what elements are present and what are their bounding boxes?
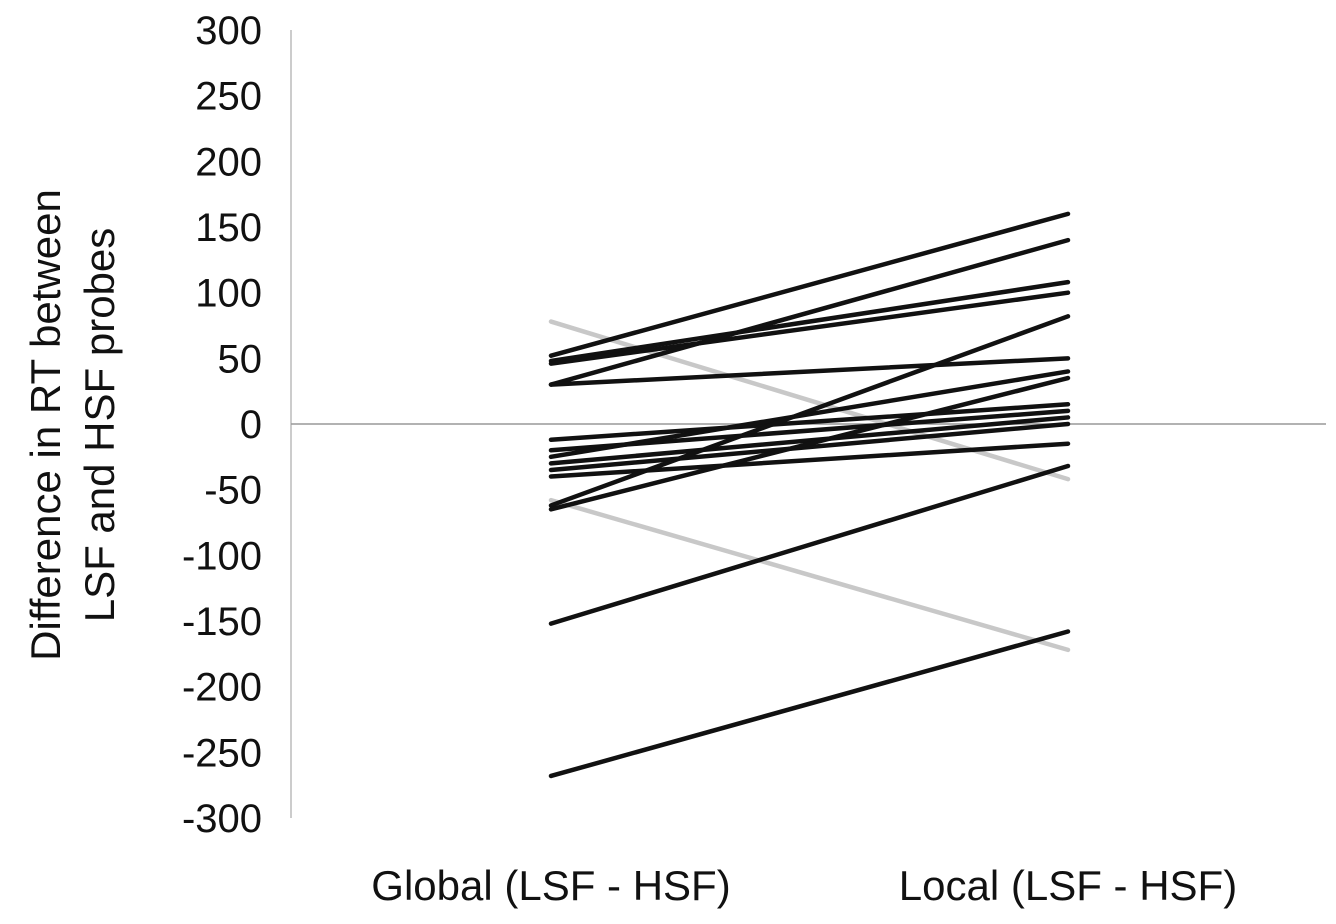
y-tick-label: -300	[182, 797, 262, 841]
series-line	[548, 463, 1071, 626]
x-axis-categories: Global (LSF - HSF) Local (LSF - HSF)	[371, 862, 1237, 909]
y-tick-label: -200	[182, 666, 262, 710]
series-lines	[548, 211, 1071, 779]
series-line	[548, 421, 1071, 473]
y-axis-title: Difference in RT between LSF and HSF pro…	[22, 189, 123, 661]
y-tick-label: 0	[240, 403, 262, 447]
y-tick-label: 150	[195, 206, 262, 250]
y-axis-title-line-1: Difference in RT between	[22, 189, 69, 661]
series-line	[548, 279, 1071, 364]
series-line	[548, 402, 1071, 443]
y-tick-label: 300	[195, 9, 262, 53]
y-tick-label: 200	[195, 140, 262, 184]
y-tick-label: -150	[182, 600, 262, 644]
series-line	[548, 290, 1071, 366]
series-line	[548, 497, 1071, 653]
category-label-global: Global (LSF - HSF)	[371, 862, 730, 909]
series-line	[548, 441, 1071, 479]
y-axis-title-line-2: LSF and HSF probes	[76, 228, 123, 623]
series-line	[548, 314, 1071, 508]
y-tick-label: 100	[195, 272, 262, 316]
y-tick-label: -50	[204, 469, 262, 513]
series-line	[548, 629, 1071, 779]
y-tick-label: -100	[182, 534, 262, 578]
series-line	[548, 375, 1071, 512]
y-axis-ticks: 300 250 200 150 100 50 0 -50 -100 -150 -200 -250 -30…	[182, 9, 262, 841]
series-line	[548, 211, 1071, 358]
series-line	[548, 369, 1071, 460]
series-line	[548, 415, 1071, 466]
y-tick-label: 250	[195, 75, 262, 119]
category-label-local: Local (LSF - HSF)	[899, 862, 1237, 909]
y-tick-label: 50	[218, 337, 263, 381]
series-line	[548, 356, 1071, 387]
series-line	[548, 237, 1071, 387]
y-tick-label: -250	[182, 731, 262, 775]
